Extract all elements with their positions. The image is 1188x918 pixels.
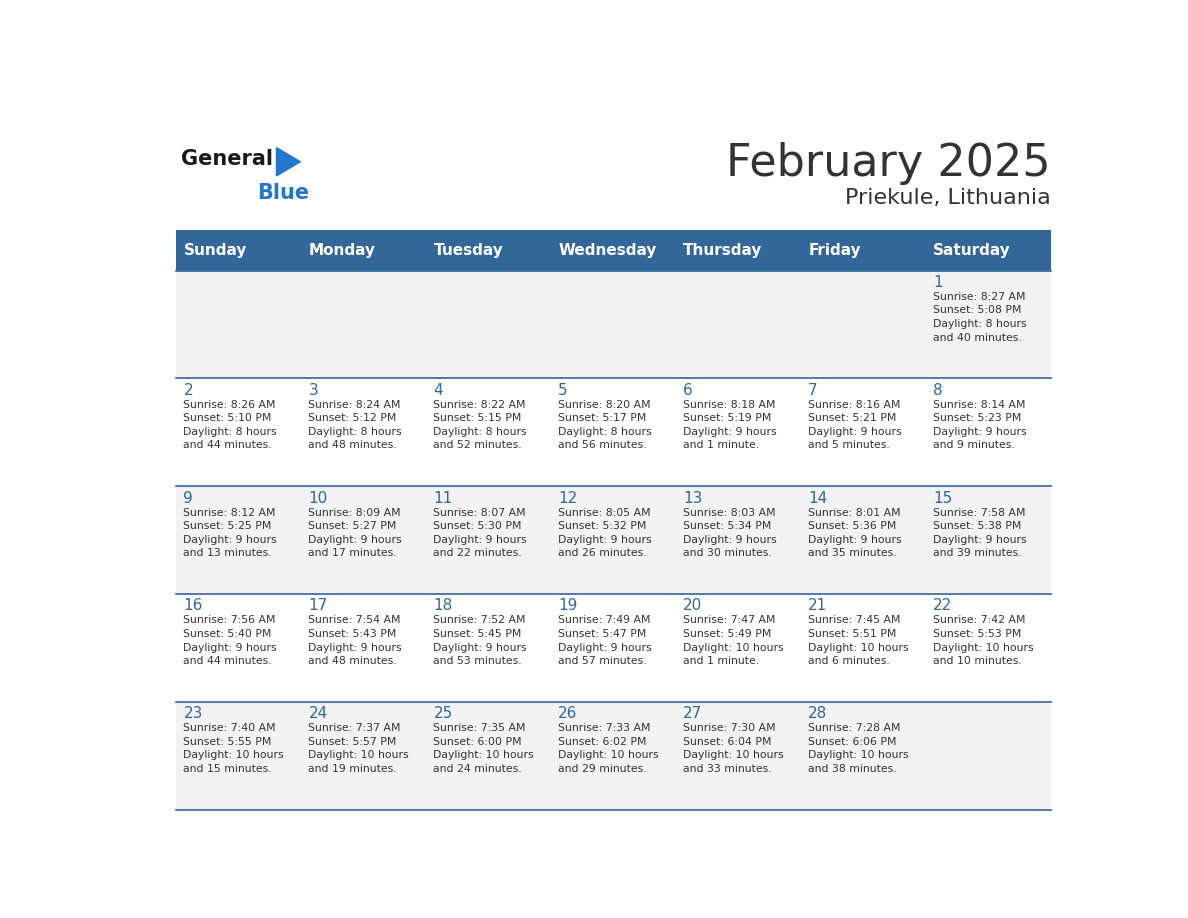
Text: Tuesday: Tuesday bbox=[434, 243, 504, 258]
Text: 23: 23 bbox=[183, 706, 203, 722]
Text: Sunrise: 7:35 AM
Sunset: 6:00 PM
Daylight: 10 hours
and 24 minutes.: Sunrise: 7:35 AM Sunset: 6:00 PM Dayligh… bbox=[434, 723, 535, 774]
Polygon shape bbox=[277, 148, 301, 176]
Text: Thursday: Thursday bbox=[683, 243, 763, 258]
Text: 24: 24 bbox=[309, 706, 328, 722]
Text: 3: 3 bbox=[309, 383, 318, 397]
Text: Sunrise: 7:42 AM
Sunset: 5:53 PM
Daylight: 10 hours
and 10 minutes.: Sunrise: 7:42 AM Sunset: 5:53 PM Dayligh… bbox=[934, 615, 1034, 666]
Text: Sunrise: 8:07 AM
Sunset: 5:30 PM
Daylight: 9 hours
and 22 minutes.: Sunrise: 8:07 AM Sunset: 5:30 PM Dayligh… bbox=[434, 508, 527, 558]
Text: 21: 21 bbox=[808, 599, 828, 613]
Text: Sunrise: 8:03 AM
Sunset: 5:34 PM
Daylight: 9 hours
and 30 minutes.: Sunrise: 8:03 AM Sunset: 5:34 PM Dayligh… bbox=[683, 508, 777, 558]
Bar bbox=[176, 230, 1051, 271]
Text: Sunrise: 8:18 AM
Sunset: 5:19 PM
Daylight: 9 hours
and 1 minute.: Sunrise: 8:18 AM Sunset: 5:19 PM Dayligh… bbox=[683, 399, 777, 451]
Text: 26: 26 bbox=[558, 706, 577, 722]
Text: 12: 12 bbox=[558, 490, 577, 506]
Text: 17: 17 bbox=[309, 599, 328, 613]
Text: General: General bbox=[181, 149, 273, 169]
Text: 15: 15 bbox=[934, 490, 953, 506]
Text: 19: 19 bbox=[558, 599, 577, 613]
Text: Sunrise: 7:52 AM
Sunset: 5:45 PM
Daylight: 9 hours
and 53 minutes.: Sunrise: 7:52 AM Sunset: 5:45 PM Dayligh… bbox=[434, 615, 527, 666]
Text: 27: 27 bbox=[683, 706, 702, 722]
Text: February 2025: February 2025 bbox=[726, 142, 1051, 185]
Bar bbox=[176, 702, 1051, 810]
Text: 10: 10 bbox=[309, 490, 328, 506]
Text: Sunrise: 7:58 AM
Sunset: 5:38 PM
Daylight: 9 hours
and 39 minutes.: Sunrise: 7:58 AM Sunset: 5:38 PM Dayligh… bbox=[934, 508, 1026, 558]
Text: Sunday: Sunday bbox=[183, 243, 247, 258]
Text: 9: 9 bbox=[183, 490, 194, 506]
Text: Sunrise: 7:45 AM
Sunset: 5:51 PM
Daylight: 10 hours
and 6 minutes.: Sunrise: 7:45 AM Sunset: 5:51 PM Dayligh… bbox=[808, 615, 909, 666]
Text: Monday: Monday bbox=[309, 243, 375, 258]
Text: Sunrise: 8:16 AM
Sunset: 5:21 PM
Daylight: 9 hours
and 5 minutes.: Sunrise: 8:16 AM Sunset: 5:21 PM Dayligh… bbox=[808, 399, 902, 451]
Text: Sunrise: 8:09 AM
Sunset: 5:27 PM
Daylight: 9 hours
and 17 minutes.: Sunrise: 8:09 AM Sunset: 5:27 PM Dayligh… bbox=[309, 508, 402, 558]
Bar bbox=[176, 594, 1051, 702]
Text: Sunrise: 7:47 AM
Sunset: 5:49 PM
Daylight: 10 hours
and 1 minute.: Sunrise: 7:47 AM Sunset: 5:49 PM Dayligh… bbox=[683, 615, 784, 666]
Text: Sunrise: 7:54 AM
Sunset: 5:43 PM
Daylight: 9 hours
and 48 minutes.: Sunrise: 7:54 AM Sunset: 5:43 PM Dayligh… bbox=[309, 615, 402, 666]
Text: Sunrise: 8:05 AM
Sunset: 5:32 PM
Daylight: 9 hours
and 26 minutes.: Sunrise: 8:05 AM Sunset: 5:32 PM Dayligh… bbox=[558, 508, 652, 558]
Text: 4: 4 bbox=[434, 383, 443, 397]
Text: 7: 7 bbox=[808, 383, 817, 397]
Text: 14: 14 bbox=[808, 490, 828, 506]
Text: 11: 11 bbox=[434, 490, 453, 506]
Text: Sunrise: 7:49 AM
Sunset: 5:47 PM
Daylight: 9 hours
and 57 minutes.: Sunrise: 7:49 AM Sunset: 5:47 PM Dayligh… bbox=[558, 615, 652, 666]
Text: Priekule, Lithuania: Priekule, Lithuania bbox=[845, 188, 1051, 207]
Text: 16: 16 bbox=[183, 599, 203, 613]
Text: Sunrise: 7:33 AM
Sunset: 6:02 PM
Daylight: 10 hours
and 29 minutes.: Sunrise: 7:33 AM Sunset: 6:02 PM Dayligh… bbox=[558, 723, 659, 774]
Text: Sunrise: 8:27 AM
Sunset: 5:08 PM
Daylight: 8 hours
and 40 minutes.: Sunrise: 8:27 AM Sunset: 5:08 PM Dayligh… bbox=[934, 292, 1026, 342]
Text: 2: 2 bbox=[183, 383, 194, 397]
Bar bbox=[176, 378, 1051, 487]
Text: 1: 1 bbox=[934, 274, 943, 290]
Text: Friday: Friday bbox=[808, 243, 861, 258]
Text: Sunrise: 8:01 AM
Sunset: 5:36 PM
Daylight: 9 hours
and 35 minutes.: Sunrise: 8:01 AM Sunset: 5:36 PM Dayligh… bbox=[808, 508, 902, 558]
Text: 5: 5 bbox=[558, 383, 568, 397]
Bar bbox=[176, 487, 1051, 594]
Text: Sunrise: 7:28 AM
Sunset: 6:06 PM
Daylight: 10 hours
and 38 minutes.: Sunrise: 7:28 AM Sunset: 6:06 PM Dayligh… bbox=[808, 723, 909, 774]
Text: Sunrise: 8:24 AM
Sunset: 5:12 PM
Daylight: 8 hours
and 48 minutes.: Sunrise: 8:24 AM Sunset: 5:12 PM Dayligh… bbox=[309, 399, 402, 451]
Text: 6: 6 bbox=[683, 383, 693, 397]
Text: 18: 18 bbox=[434, 599, 453, 613]
Text: 8: 8 bbox=[934, 383, 943, 397]
Text: Saturday: Saturday bbox=[934, 243, 1011, 258]
Text: Sunrise: 8:26 AM
Sunset: 5:10 PM
Daylight: 8 hours
and 44 minutes.: Sunrise: 8:26 AM Sunset: 5:10 PM Dayligh… bbox=[183, 399, 277, 451]
Text: Sunrise: 7:30 AM
Sunset: 6:04 PM
Daylight: 10 hours
and 33 minutes.: Sunrise: 7:30 AM Sunset: 6:04 PM Dayligh… bbox=[683, 723, 784, 774]
Text: 25: 25 bbox=[434, 706, 453, 722]
Text: 13: 13 bbox=[683, 490, 702, 506]
Text: 20: 20 bbox=[683, 599, 702, 613]
Text: Blue: Blue bbox=[257, 183, 309, 203]
Text: Sunrise: 8:14 AM
Sunset: 5:23 PM
Daylight: 9 hours
and 9 minutes.: Sunrise: 8:14 AM Sunset: 5:23 PM Dayligh… bbox=[934, 399, 1026, 451]
Text: Wednesday: Wednesday bbox=[558, 243, 657, 258]
Text: Sunrise: 7:56 AM
Sunset: 5:40 PM
Daylight: 9 hours
and 44 minutes.: Sunrise: 7:56 AM Sunset: 5:40 PM Dayligh… bbox=[183, 615, 277, 666]
Text: Sunrise: 8:22 AM
Sunset: 5:15 PM
Daylight: 8 hours
and 52 minutes.: Sunrise: 8:22 AM Sunset: 5:15 PM Dayligh… bbox=[434, 399, 527, 451]
Bar bbox=[176, 271, 1051, 378]
Text: Sunrise: 8:20 AM
Sunset: 5:17 PM
Daylight: 8 hours
and 56 minutes.: Sunrise: 8:20 AM Sunset: 5:17 PM Dayligh… bbox=[558, 399, 652, 451]
Text: Sunrise: 8:12 AM
Sunset: 5:25 PM
Daylight: 9 hours
and 13 minutes.: Sunrise: 8:12 AM Sunset: 5:25 PM Dayligh… bbox=[183, 508, 277, 558]
Text: 22: 22 bbox=[934, 599, 953, 613]
Text: Sunrise: 7:37 AM
Sunset: 5:57 PM
Daylight: 10 hours
and 19 minutes.: Sunrise: 7:37 AM Sunset: 5:57 PM Dayligh… bbox=[309, 723, 409, 774]
Text: Sunrise: 7:40 AM
Sunset: 5:55 PM
Daylight: 10 hours
and 15 minutes.: Sunrise: 7:40 AM Sunset: 5:55 PM Dayligh… bbox=[183, 723, 284, 774]
Text: 28: 28 bbox=[808, 706, 828, 722]
